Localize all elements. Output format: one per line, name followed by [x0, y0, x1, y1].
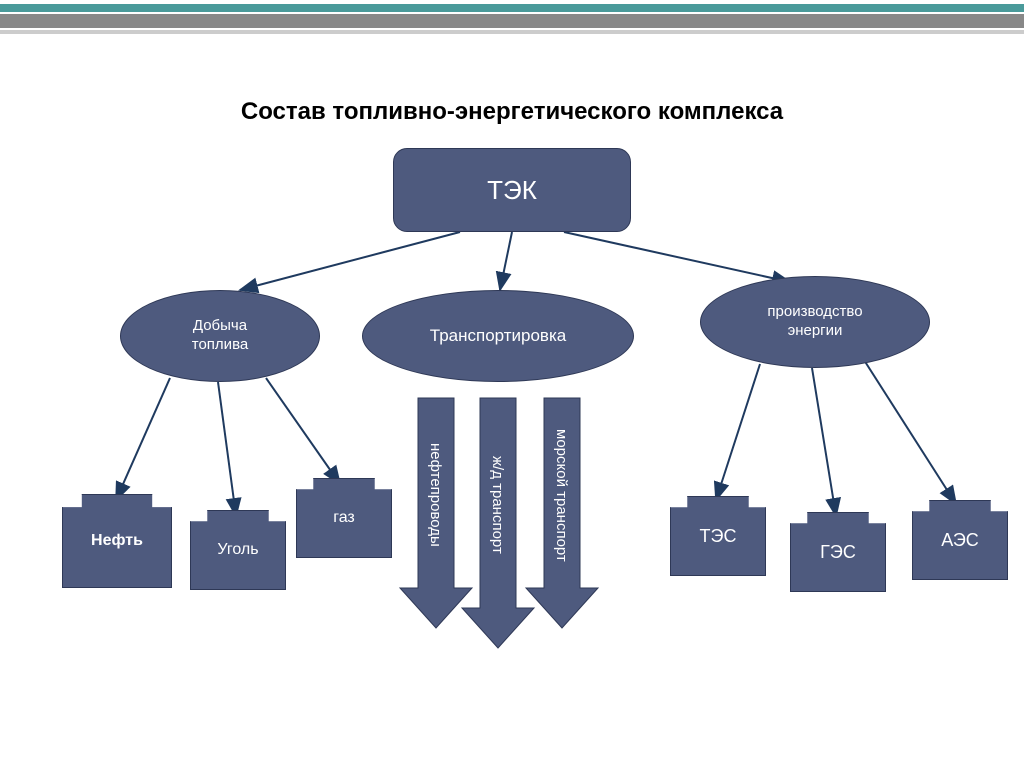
transport-arrow-rail: ж/д транспорт [489, 406, 506, 604]
leaf-aes: АЭС [912, 500, 1008, 580]
leaf-oil: Нефть [62, 494, 172, 588]
leaf-tes: ТЭС [670, 496, 766, 576]
root-node: ТЭК [393, 148, 631, 232]
diagram-canvas: ТЭК Добычатоплива Транспортировка производс… [0, 0, 1024, 768]
leaf-gas: газ [296, 478, 392, 558]
transport-arrow-pipe: нефтепроводы [427, 406, 444, 584]
branch-transport: Транспортировка [362, 290, 634, 382]
branch-fuel: Добычатоплива [120, 290, 320, 382]
transport-arrow-sea: морской транспорт [553, 406, 570, 584]
leaf-ges: ГЭС [790, 512, 886, 592]
branch-energy: производствоэнергии [700, 276, 930, 368]
leaf-coal: Уголь [190, 510, 286, 590]
